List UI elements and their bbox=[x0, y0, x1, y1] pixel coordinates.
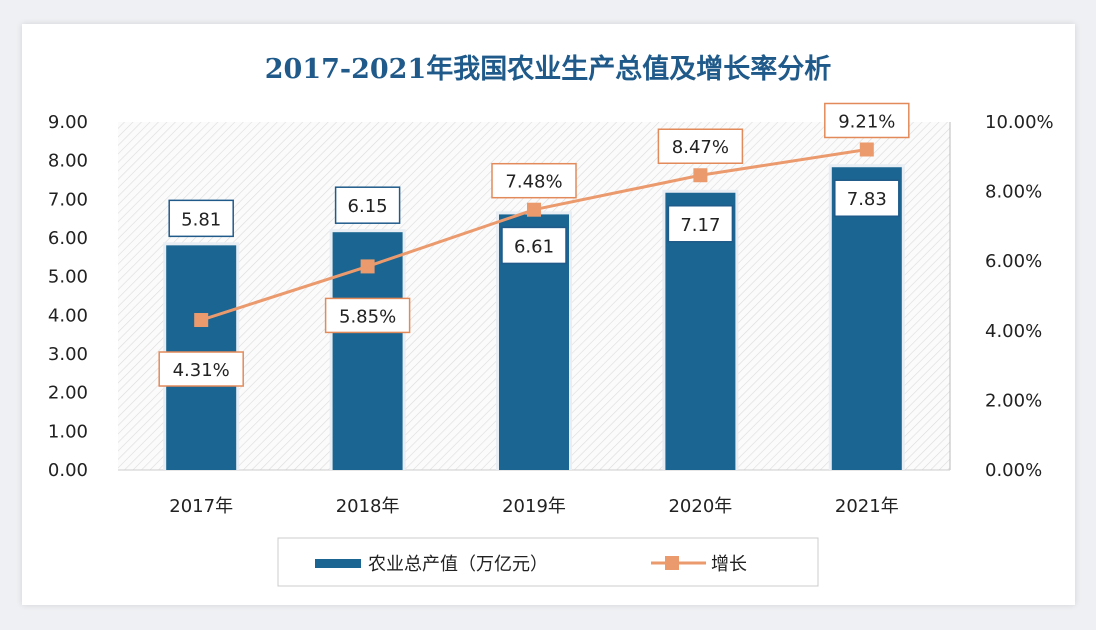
x-tick-label: 2018年 bbox=[336, 496, 400, 517]
bar-data-label: 6.61 bbox=[514, 236, 554, 257]
left-tick-label: 5.00 bbox=[48, 267, 88, 288]
line-data-label-box bbox=[824, 102, 910, 139]
line-data-label: 4.31% bbox=[173, 360, 230, 381]
bar-data-label: 6.15 bbox=[348, 196, 388, 217]
line-marker bbox=[360, 259, 375, 274]
line-marker bbox=[194, 313, 209, 328]
right-tick-label: 0.00% bbox=[985, 460, 1042, 481]
right-tick-label: 6.00% bbox=[985, 251, 1042, 272]
bar-data-label-box bbox=[501, 226, 567, 265]
bar-data-label: 7.17 bbox=[680, 215, 720, 236]
left-tick-label: 1.00 bbox=[48, 421, 88, 442]
x-tick-label: 2020年 bbox=[668, 496, 732, 517]
line-data-label-box bbox=[657, 128, 744, 164]
left-tick-label: 9.00 bbox=[48, 112, 88, 133]
legend-line-label: 增长 bbox=[711, 554, 747, 575]
left-tick-label: 8.00 bbox=[48, 151, 88, 172]
line-data-label: 9.21% bbox=[838, 111, 895, 132]
line-data-label-box bbox=[158, 351, 244, 387]
left-tick-label: 4.00 bbox=[48, 305, 88, 326]
legend-bar-label: 农业总产值（万亿元） bbox=[368, 554, 548, 575]
bar-data-label: 7.83 bbox=[847, 189, 887, 210]
bar-data-label-box bbox=[334, 186, 401, 224]
line-data-label: 5.85% bbox=[339, 306, 396, 327]
left-tick-label: 2.00 bbox=[48, 383, 88, 404]
line-marker bbox=[859, 142, 874, 157]
left-tick-label: 6.00 bbox=[48, 228, 88, 249]
legend-bar-swatch bbox=[315, 559, 361, 568]
chart-title: 2017-2021年我国农业生产总值及增长率分析 bbox=[265, 53, 832, 85]
legend: 农业总产值（万亿元） 增长 bbox=[277, 537, 819, 587]
bar-data-label-box bbox=[667, 205, 734, 243]
left-tick-label: 7.00 bbox=[48, 189, 88, 210]
line-data-label: 7.48% bbox=[505, 172, 562, 193]
line-data-label: 8.47% bbox=[672, 137, 729, 158]
right-tick-label: 4.00% bbox=[985, 321, 1042, 342]
bar-data-label: 5.81 bbox=[181, 209, 221, 230]
line-marker bbox=[693, 168, 708, 183]
line-marker bbox=[527, 202, 541, 217]
left-tick-label: 0.00 bbox=[48, 460, 88, 481]
bar-data-label-box bbox=[168, 199, 234, 238]
bar bbox=[831, 167, 902, 471]
right-tick-label: 10.00% bbox=[985, 112, 1054, 133]
x-tick-label: 2021年 bbox=[835, 496, 899, 517]
line-data-label-box bbox=[491, 162, 577, 199]
x-tick-label: 2017年 bbox=[169, 496, 233, 517]
bar-data-label-box bbox=[834, 179, 900, 217]
x-tick-label: 2019年 bbox=[502, 496, 566, 517]
line-data-label-box bbox=[324, 297, 411, 334]
right-tick-label: 2.00% bbox=[985, 390, 1042, 411]
left-tick-label: 3.00 bbox=[48, 344, 88, 365]
right-tick-label: 8.00% bbox=[985, 182, 1042, 203]
